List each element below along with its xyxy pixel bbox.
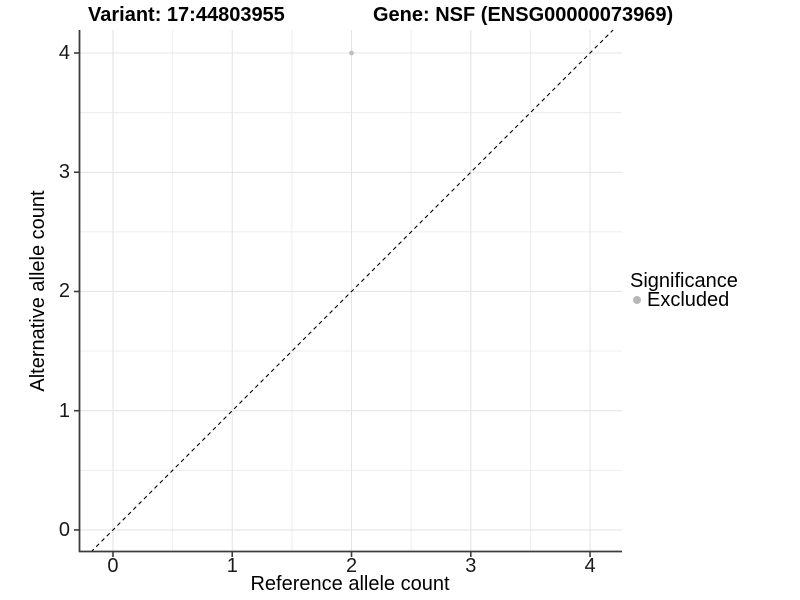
x-tick-label: 4 (584, 555, 596, 577)
plot-title-gene: Gene: NSF (ENSG00000073969) (373, 4, 674, 26)
plot-title-variant: Variant: 17:44803955 (88, 4, 285, 26)
y-tick-label: 0 (58, 518, 70, 541)
legend-entry-label: Excluded (647, 288, 730, 311)
legend-entry-excluded: Excluded (630, 289, 738, 311)
legend-title: Significance (630, 270, 738, 292)
x-tick-label: 1 (226, 555, 238, 577)
y-tick-label: 3 (58, 161, 70, 184)
x-tick-label: 3 (465, 555, 477, 577)
data-point (349, 50, 354, 56)
y-tick-label: 2 (58, 280, 70, 303)
x-axis-title: Reference allele count (250, 573, 450, 595)
x-tick-label: 2 (345, 555, 358, 577)
y-axis-title: Alternative allele count (27, 190, 49, 392)
y-tick-label: 1 (58, 399, 70, 422)
identity-reference-line (90, 29, 614, 553)
legend-key-dot-icon (633, 296, 641, 304)
y-tick-label: 4 (58, 42, 70, 64)
x-tick-label: 0 (107, 555, 119, 577)
legend: Significance Excluded (630, 270, 738, 311)
